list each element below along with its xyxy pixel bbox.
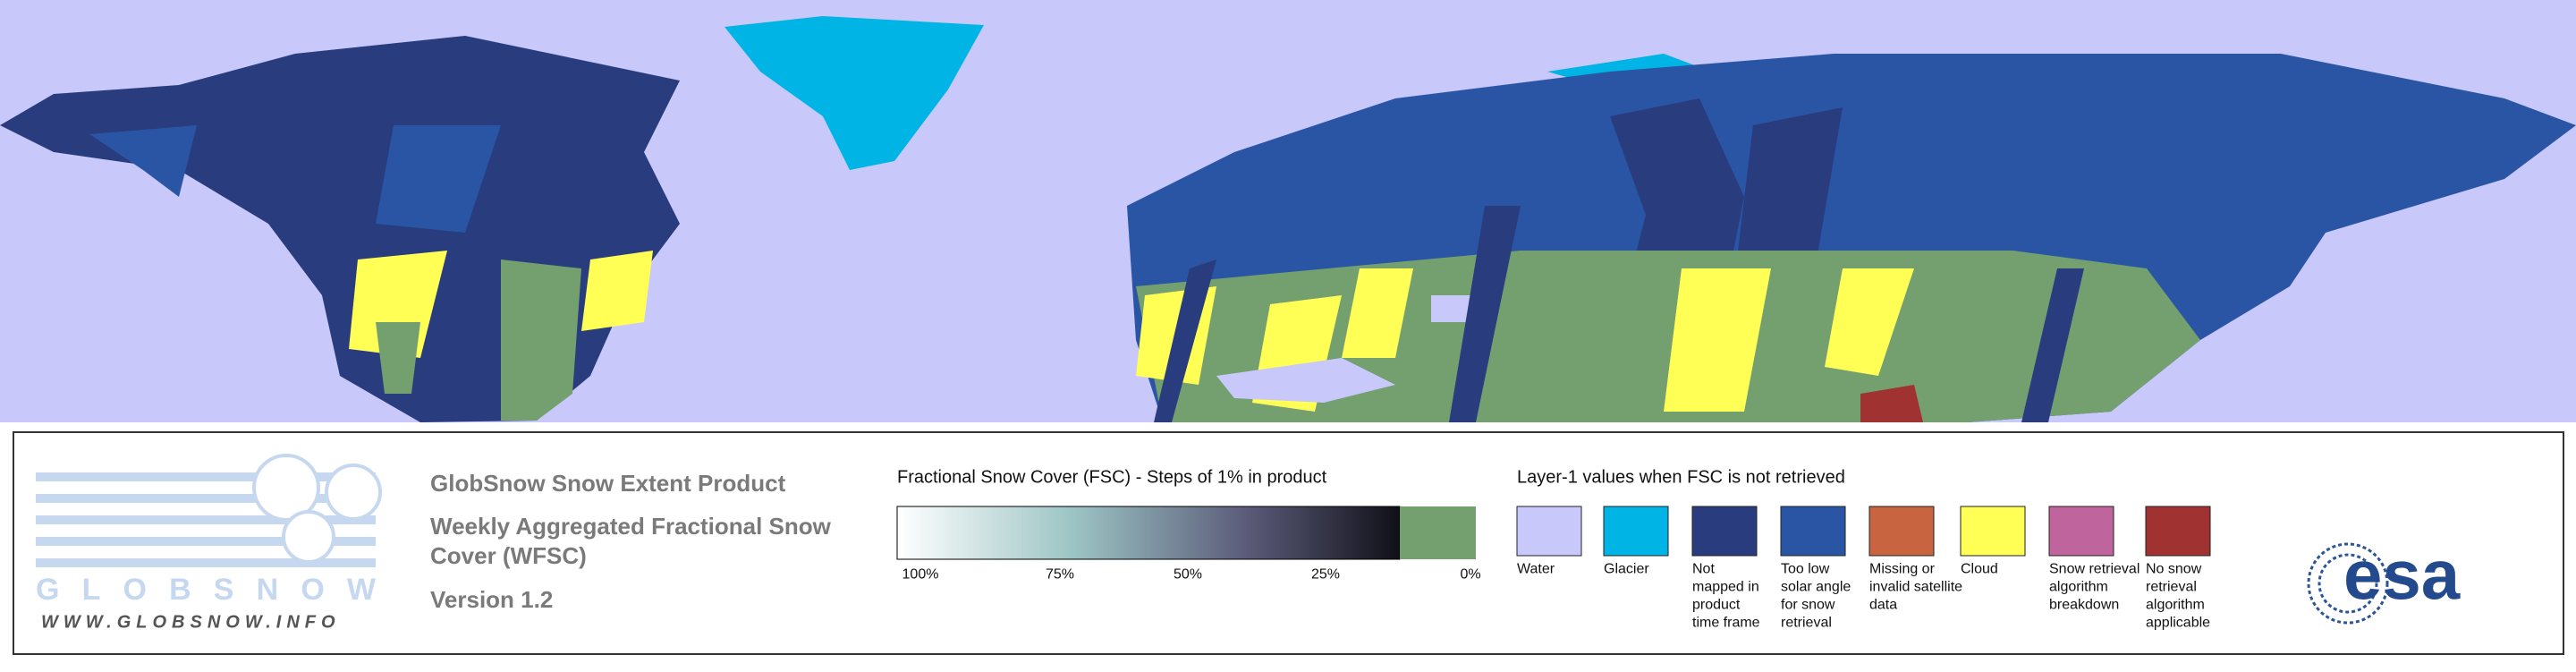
esa-text: esa [2343, 535, 2461, 614]
legend-label: retrieval [2146, 579, 2197, 594]
esa-logo: esa [2307, 535, 2461, 625]
product-version: Version 1.2 [430, 586, 553, 613]
legend-swatch [1603, 506, 1669, 557]
legend-label: Not [1692, 561, 1715, 576]
map [0, 0, 2576, 422]
legend-label: mapped in [1692, 579, 1759, 594]
product-subtitle: Weekly Aggregated Fractional Snow [430, 513, 832, 540]
legend-label: Glacier [1604, 561, 1649, 576]
legend-label: Missing or [1869, 561, 1936, 576]
legend-label: time frame [1692, 615, 1760, 630]
legend-label: product [1692, 597, 1741, 612]
legend-label: Too low [1781, 561, 1830, 576]
legend-swatch [1780, 506, 1846, 557]
product-title: GlobSnow Snow Extent Product [430, 470, 786, 497]
legend-swatch [1516, 506, 1582, 557]
product-subtitle: Cover (WFSC) [430, 542, 587, 569]
legend-label: applicable [2146, 615, 2210, 630]
colorbar-zero [1400, 506, 1476, 559]
logo: GLOBSNOW WWW.GLOBSNOW.INFO [36, 454, 382, 633]
legend-label: retrieval [1781, 615, 1832, 630]
colorbar-tick: 0% [1460, 566, 1480, 582]
layer1-legend: Water Glacier Not mapped in product time fram… [1516, 506, 2211, 630]
legend-label: invalid satellite [1869, 579, 1962, 594]
logo-url: WWW.GLOBSNOW.INFO [41, 613, 341, 633]
legend-swatch [1868, 506, 1935, 557]
colorbar-tick: 25% [1311, 566, 1340, 582]
legend-label: No snow [2146, 561, 2202, 576]
legend-swatch [2048, 506, 2114, 557]
colorbar-tick: 75% [1046, 566, 1074, 582]
legend-label: algorithm [2146, 597, 2205, 612]
legend-swatch [1960, 506, 2026, 557]
legend-label: data [1869, 597, 1897, 612]
colorbar-tick: 50% [1174, 566, 1202, 582]
colorbar [896, 506, 1401, 560]
legend-label: Water [1517, 561, 1555, 576]
legend-label: breakdown [2049, 597, 2119, 612]
legend-label: Snow retrieval [2049, 561, 2140, 576]
legend-swatch [1691, 506, 1758, 557]
legend-label: algorithm [2049, 579, 2108, 594]
legend-label: Cloud [1961, 561, 1998, 576]
legend-label: solar angle [1781, 579, 1851, 594]
legend-label: for snow [1781, 597, 1835, 612]
colorbar-tick: 100% [902, 566, 939, 582]
colorbar-title: Fractional Snow Cover (FSC) - Steps of 1… [897, 468, 1327, 488]
layer1-title: Layer-1 values when FSC is not retrieved [1517, 468, 1845, 488]
legend-swatch [2145, 506, 2211, 557]
